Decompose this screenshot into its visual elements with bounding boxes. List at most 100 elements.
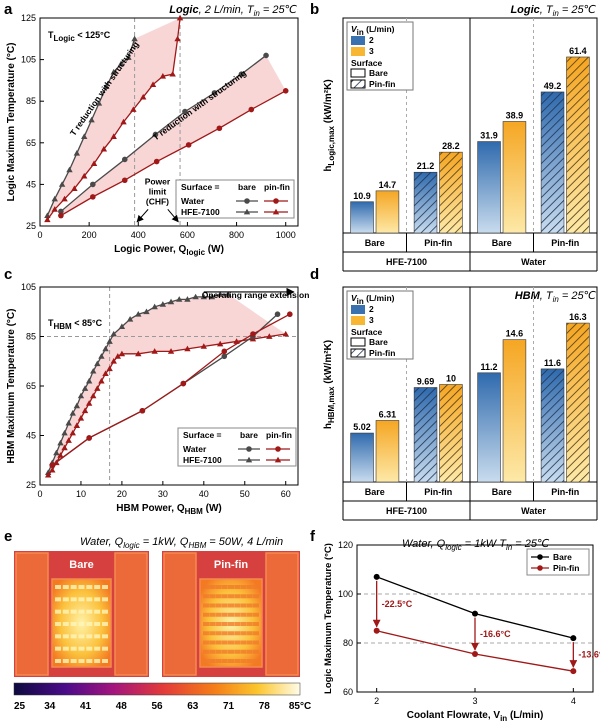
legend-flow-label: 3	[369, 46, 374, 56]
data-point	[238, 71, 245, 77]
hotspot	[62, 646, 69, 651]
hotspot	[221, 631, 228, 636]
y-tick-label: 120	[338, 540, 353, 550]
hotspot	[253, 585, 259, 589]
hotspot	[221, 612, 228, 617]
legend-header: Surface =	[181, 182, 220, 192]
data-point	[570, 668, 577, 675]
colorbar-tick: 56	[151, 701, 163, 712]
y-tick-label: 105	[21, 282, 36, 292]
legend-label: Pin-fin	[553, 563, 579, 573]
hotspot	[94, 646, 101, 651]
x-tick-label: 40	[199, 489, 209, 499]
data-point	[373, 573, 380, 580]
data-point	[85, 400, 93, 406]
panel-letter-d: d	[310, 266, 319, 283]
bar-value-label: 11.2	[481, 362, 498, 372]
hotspot	[203, 640, 209, 645]
chart-d-title: HBM, Tin = 25℃	[515, 290, 597, 304]
hotspot	[246, 659, 253, 663]
annotation-limit: Power	[145, 176, 171, 186]
data-point	[266, 333, 273, 339]
legend-bare-label: Bare	[369, 337, 388, 347]
x-tick-label: 400	[131, 230, 146, 240]
x-tick-label: 1000	[276, 230, 296, 240]
hotspot	[55, 646, 61, 651]
data-point	[49, 462, 56, 469]
x-tick-label: 60	[281, 489, 291, 499]
legend-marker	[272, 208, 280, 215]
bar-value-label: 14.7	[379, 180, 397, 190]
data-point	[102, 370, 109, 377]
series-line	[60, 54, 267, 212]
hotspot	[78, 659, 85, 663]
hbm-left	[163, 552, 197, 676]
panel-letter-e: e	[4, 528, 12, 545]
hotspot	[246, 585, 253, 589]
colorbar-tick: 78	[259, 701, 271, 712]
hotspot	[55, 585, 61, 589]
data-point	[118, 350, 126, 357]
x-tick-label: 600	[180, 230, 195, 240]
legend-swatch	[351, 305, 365, 314]
hotspot	[70, 634, 77, 639]
hotspot	[221, 649, 228, 654]
hotspot	[94, 634, 101, 639]
legend-vin-title: Vin (L/min)	[351, 293, 395, 306]
hotspot	[86, 634, 93, 639]
bar-value-label: 10.9	[353, 191, 371, 201]
heatmap-bare: Bare	[14, 551, 149, 677]
data-point	[135, 311, 142, 317]
bar	[350, 201, 374, 234]
data-point	[200, 343, 208, 349]
fluid-label: Water	[521, 506, 546, 516]
hotspot	[234, 594, 241, 599]
hotspot	[55, 659, 61, 663]
hotspot	[62, 634, 69, 639]
hotspot	[215, 631, 222, 636]
data-point	[192, 293, 199, 300]
hotspot	[78, 597, 85, 602]
data-point	[151, 348, 158, 354]
delta-label: -16.6°C	[480, 629, 511, 639]
data-point	[77, 392, 85, 399]
limit-arrow	[167, 209, 179, 223]
x-tick-label: 0	[37, 230, 42, 240]
hotspot	[70, 659, 77, 663]
legend-flow-label: 2	[369, 304, 374, 314]
data-point	[130, 106, 137, 112]
y-tick-label: 65	[26, 138, 36, 148]
group-label: Bare	[365, 487, 385, 497]
data-point	[61, 195, 68, 202]
bar-hatch	[414, 387, 437, 482]
legend-marker	[246, 446, 252, 452]
data-point	[216, 125, 223, 132]
data-point	[167, 348, 175, 354]
data-point	[373, 627, 380, 634]
legend-box	[526, 548, 590, 576]
hotspot	[228, 612, 234, 617]
bar-hatch	[439, 384, 463, 482]
bar	[375, 420, 400, 483]
hotspot	[221, 594, 228, 599]
y-axis-label: HBM Maximum Temperature (°C)	[6, 309, 17, 464]
data-point	[53, 449, 60, 456]
panel-letter-c: c	[4, 266, 12, 283]
data-point	[126, 315, 134, 322]
x-tick-label: 50	[240, 489, 250, 499]
hotspot	[70, 609, 77, 614]
legend-row-label: HFE-7100	[183, 455, 222, 465]
data-point	[81, 133, 88, 139]
data-point	[153, 158, 160, 165]
group-label: Pin-fin	[424, 487, 452, 497]
legend-label: Bare	[553, 552, 572, 562]
y-tick-label: 65	[26, 381, 36, 391]
hotspot	[102, 646, 108, 651]
chart-a-title: Logic, 2 L/min, Tin = 25℃	[169, 4, 297, 18]
x-tick-label: 2	[374, 696, 379, 706]
data-point	[81, 407, 89, 414]
data-point	[57, 452, 64, 458]
hotspot	[221, 640, 228, 645]
plot-frame	[39, 17, 299, 227]
